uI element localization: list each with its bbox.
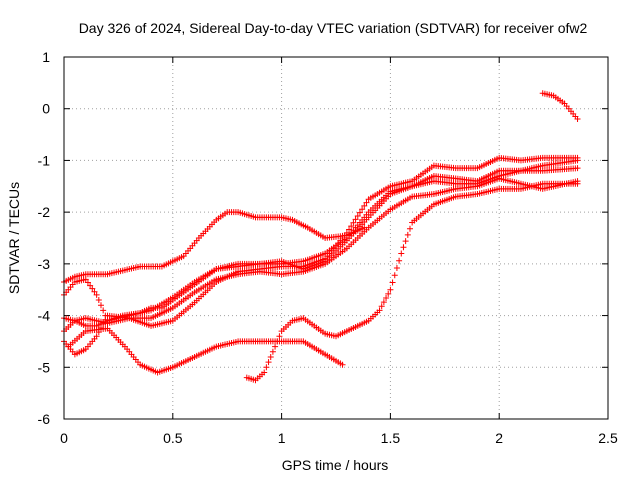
- data-point: [574, 165, 581, 172]
- data-point: [343, 229, 350, 236]
- data-point: [274, 338, 281, 345]
- data-point: [574, 116, 581, 123]
- data-point: [387, 286, 394, 293]
- data-point: [352, 216, 359, 223]
- data-point: [354, 213, 361, 220]
- x-tick-label: 2.5: [598, 430, 618, 446]
- data-point: [93, 333, 100, 340]
- data-point: [263, 364, 270, 371]
- y-tick-label: 1: [42, 49, 50, 65]
- data-series: [61, 90, 581, 384]
- data-point: [389, 279, 396, 286]
- data-point: [402, 238, 409, 245]
- data-point: [91, 288, 98, 295]
- series-track-3: [61, 165, 581, 329]
- data-point: [359, 206, 366, 213]
- data-point: [102, 316, 109, 323]
- data-point: [87, 282, 94, 289]
- data-point: [339, 361, 346, 368]
- data-point: [95, 297, 102, 304]
- y-tick-label: -3: [38, 256, 51, 272]
- y-tick-label: -2: [38, 204, 51, 220]
- tick-labels: 0 0.5 1 1.5 2 2.5 1 0 -1 -2 -3 -4 -5 -6: [38, 49, 618, 446]
- x-tick-label: 1: [278, 430, 286, 446]
- data-point: [100, 307, 107, 314]
- series-track-1: [61, 209, 368, 285]
- data-point: [84, 279, 91, 286]
- data-point: [356, 209, 363, 216]
- data-point: [383, 294, 390, 301]
- series-track-7: [243, 180, 581, 384]
- data-point: [376, 307, 383, 314]
- data-point: [82, 276, 89, 283]
- data-point: [398, 250, 405, 257]
- y-tick-label: -1: [38, 152, 51, 168]
- data-point: [406, 225, 413, 232]
- series-track-2: [61, 157, 581, 324]
- data-point: [400, 244, 407, 251]
- data-point: [346, 226, 353, 233]
- data-point: [574, 154, 581, 161]
- grid-lines: [64, 57, 608, 419]
- chart-title: Day 326 of 2024, Sidereal Day-to-day VTE…: [79, 20, 588, 36]
- data-point: [267, 353, 274, 360]
- data-point: [350, 219, 357, 226]
- data-point: [404, 231, 411, 238]
- data-point: [378, 303, 385, 310]
- y-axis-label: SDTVAR / TECUs: [6, 182, 22, 294]
- data-point: [396, 257, 403, 264]
- y-tick-label: -5: [38, 359, 51, 375]
- data-point: [361, 202, 368, 209]
- data-point: [269, 348, 276, 355]
- data-point: [265, 359, 272, 366]
- data-point: [385, 290, 392, 297]
- data-point: [391, 272, 398, 279]
- series-track-5: [61, 154, 581, 358]
- data-point: [380, 299, 387, 306]
- plot-frame: [63, 56, 609, 420]
- data-point: [261, 369, 268, 376]
- series-track-6: [65, 325, 346, 376]
- data-point: [393, 264, 400, 271]
- data-point: [97, 302, 104, 309]
- data-point: [574, 180, 581, 187]
- y-tick-label: -6: [38, 411, 51, 427]
- series-track-8: [539, 90, 581, 123]
- x-tick-label: 0.5: [163, 430, 183, 446]
- data-point: [276, 333, 283, 340]
- y-tick-label: 0: [42, 101, 50, 117]
- data-point: [272, 343, 279, 350]
- x-tick-label: 2: [495, 430, 503, 446]
- series-track-4: [61, 175, 581, 335]
- data-point: [100, 320, 107, 327]
- y-tick-label: -4: [38, 308, 51, 324]
- data-point: [93, 291, 100, 298]
- x-tick-label: 1.5: [381, 430, 401, 446]
- data-point: [348, 223, 355, 230]
- x-tick-label: 0: [60, 430, 68, 446]
- data-point: [363, 199, 370, 206]
- data-point: [89, 285, 96, 292]
- x-axis-label: GPS time / hours: [282, 457, 389, 473]
